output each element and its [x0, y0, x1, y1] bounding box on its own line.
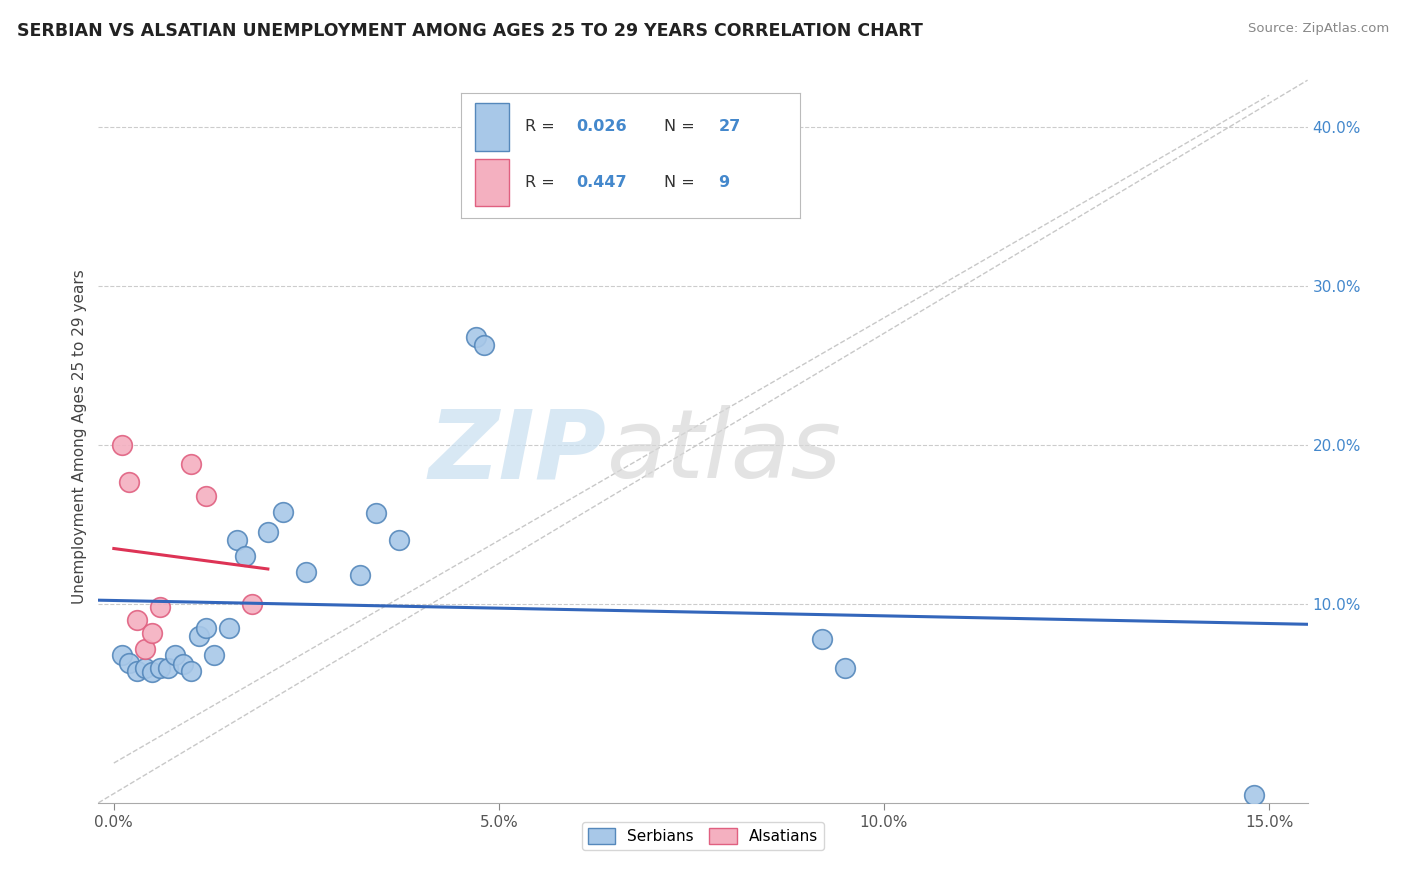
Point [202, 648, 225, 662]
Point [110, 438, 132, 452]
Legend: Serbians, Alsatians: Serbians, Alsatians [582, 822, 824, 850]
Point [134, 660, 156, 674]
Text: ZIP: ZIP [429, 405, 606, 499]
Point [295, 566, 318, 580]
Point [472, 338, 495, 352]
Point [149, 660, 172, 674]
Point [195, 489, 218, 503]
Point [349, 568, 371, 582]
Point [834, 660, 856, 674]
Point [271, 505, 294, 519]
Point [165, 648, 187, 662]
Point [388, 533, 411, 548]
Point [172, 657, 194, 672]
Point [110, 648, 132, 662]
Point [226, 533, 249, 548]
Text: SERBIAN VS ALSATIAN UNEMPLOYMENT AMONG AGES 25 TO 29 YEARS CORRELATION CHART: SERBIAN VS ALSATIAN UNEMPLOYMENT AMONG A… [17, 22, 922, 40]
Point [141, 625, 163, 640]
Y-axis label: Unemployment Among Ages 25 to 29 years: Unemployment Among Ages 25 to 29 years [72, 269, 87, 605]
Text: Source: ZipAtlas.com: Source: ZipAtlas.com [1249, 22, 1389, 36]
Point [125, 613, 148, 627]
Point [257, 525, 280, 540]
Text: atlas: atlas [606, 405, 841, 499]
Point [180, 664, 202, 678]
Point [187, 629, 209, 643]
Point [242, 597, 264, 611]
Point [118, 475, 141, 489]
Point [134, 641, 156, 656]
Point [218, 621, 240, 635]
Point [364, 507, 387, 521]
Point [464, 330, 486, 344]
Point [1243, 788, 1265, 802]
Point [180, 457, 202, 471]
Point [811, 632, 834, 646]
Point [125, 664, 148, 678]
Point [118, 656, 141, 670]
Point [195, 621, 218, 635]
Point [149, 600, 172, 615]
Point [141, 665, 163, 680]
Point [233, 549, 256, 564]
Point [156, 660, 179, 674]
